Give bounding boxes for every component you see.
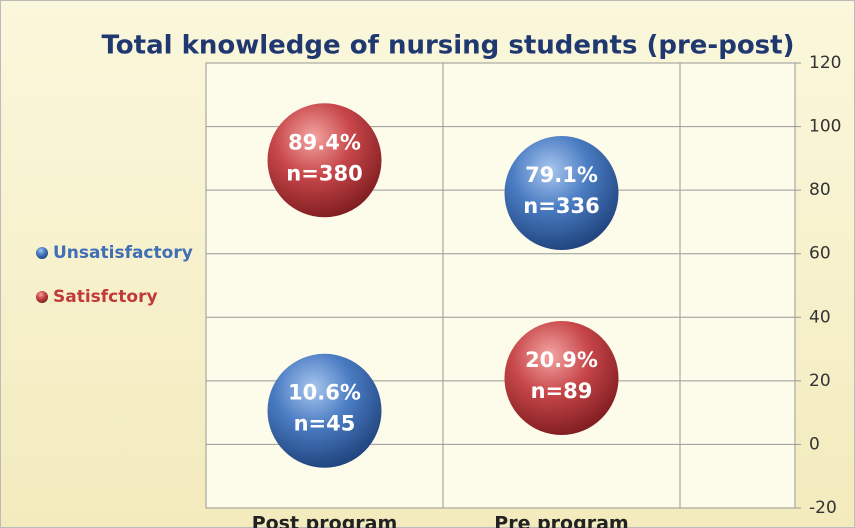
bubble (267, 103, 382, 218)
data-label: 89.4% (288, 130, 361, 154)
legend-label: Satisfctory (53, 287, 158, 307)
data-label-n: n=336 (523, 194, 599, 218)
bubble (504, 320, 619, 435)
legend-label: Unsatisfactory (53, 243, 193, 263)
y-tick-label: 80 (809, 180, 831, 200)
data-label-n: n=380 (286, 161, 362, 185)
y-tick-label: 60 (809, 244, 831, 264)
bubble (267, 353, 382, 468)
y-tick-label: 100 (809, 117, 841, 137)
data-label-n: n=45 (294, 412, 356, 436)
data-label: 79.1% (525, 163, 598, 187)
chart-title: Total knowledge of nursing students (pre… (102, 31, 795, 61)
y-tick-label: 0 (809, 434, 820, 454)
y-tick-label: 40 (809, 307, 831, 327)
legend-marker (36, 247, 48, 259)
x-tick-label: Post program (252, 513, 398, 528)
data-label: 10.6% (288, 381, 361, 405)
legend-marker (36, 291, 48, 303)
y-tick-label: -20 (809, 498, 837, 518)
y-tick-label: 20 (809, 371, 831, 391)
data-label: 20.9% (525, 348, 598, 372)
bubble (504, 136, 619, 251)
x-tick-label: Pre program (494, 513, 628, 528)
y-tick-label: 120 (809, 53, 841, 73)
data-label-n: n=89 (531, 379, 593, 403)
